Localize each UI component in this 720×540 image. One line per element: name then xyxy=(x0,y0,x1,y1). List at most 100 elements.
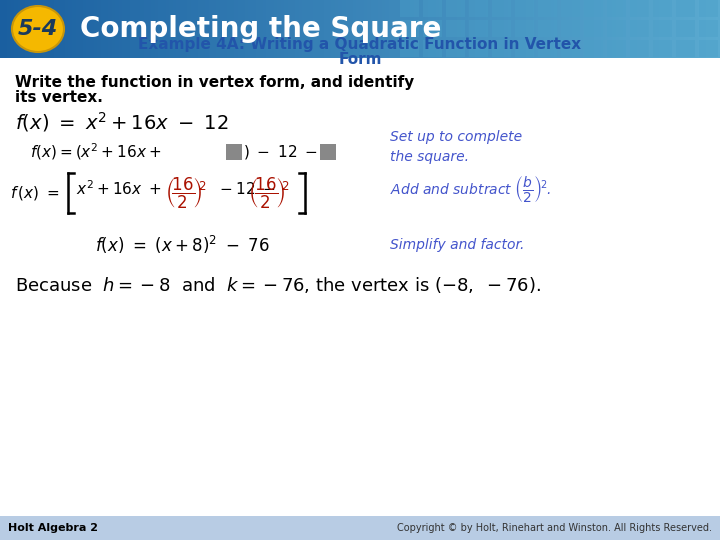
Text: Write the function in vertex form, and identify: Write the function in vertex form, and i… xyxy=(15,76,414,91)
Bar xyxy=(594,0,598,58)
Bar xyxy=(698,0,703,58)
Bar xyxy=(469,0,488,17)
Bar xyxy=(648,0,652,58)
Bar xyxy=(518,0,523,58)
Bar xyxy=(652,0,656,58)
Text: Form: Form xyxy=(338,52,382,68)
Bar xyxy=(151,0,156,58)
Bar xyxy=(364,0,368,58)
Bar xyxy=(144,0,148,58)
Bar xyxy=(212,0,217,58)
Bar xyxy=(526,0,530,58)
Bar xyxy=(436,0,440,58)
Bar xyxy=(446,40,465,57)
Bar xyxy=(425,0,429,58)
Bar xyxy=(331,0,336,58)
Bar xyxy=(245,0,249,58)
Bar xyxy=(454,0,458,58)
Bar xyxy=(187,0,192,58)
Bar xyxy=(699,20,718,37)
Bar xyxy=(101,0,105,58)
Bar xyxy=(676,40,695,57)
Bar xyxy=(446,20,465,37)
Bar xyxy=(529,0,534,58)
Bar xyxy=(385,0,390,58)
Bar xyxy=(547,0,552,58)
Bar xyxy=(94,0,98,58)
Bar xyxy=(551,0,555,58)
Bar xyxy=(202,0,206,58)
Text: Completing the Square: Completing the Square xyxy=(80,15,441,43)
Bar xyxy=(634,0,638,58)
Bar xyxy=(400,20,419,37)
Bar xyxy=(36,0,40,58)
Text: $\left(\!\dfrac{16}{2}\!\right)^{\!\!2}$: $\left(\!\dfrac{16}{2}\!\right)^{\!\!2}$ xyxy=(165,176,207,211)
Bar xyxy=(43,0,48,58)
Bar xyxy=(378,0,382,58)
Bar xyxy=(407,0,411,58)
Text: $f(x)=(x^2 + 16x + $: $f(x)=(x^2 + 16x + $ xyxy=(30,141,161,163)
Bar xyxy=(565,0,570,58)
Bar xyxy=(421,0,426,58)
Bar xyxy=(584,40,603,57)
Bar xyxy=(83,0,87,58)
Bar xyxy=(47,0,51,58)
Bar xyxy=(562,0,566,58)
Bar xyxy=(137,0,141,58)
Bar xyxy=(166,0,170,58)
Bar xyxy=(475,0,480,58)
Bar xyxy=(662,0,667,58)
Bar xyxy=(400,0,419,17)
Bar xyxy=(612,0,616,58)
Bar xyxy=(538,0,557,17)
Bar xyxy=(450,0,454,58)
Bar xyxy=(446,0,465,17)
Bar xyxy=(619,0,624,58)
Bar xyxy=(11,0,15,58)
Text: $\left(\!\dfrac{16}{2}\!\right)^{\!\!2}$: $\left(\!\dfrac{16}{2}\!\right)^{\!\!2}$ xyxy=(248,176,290,211)
Bar xyxy=(4,0,8,58)
Text: Simplify and factor.: Simplify and factor. xyxy=(390,238,524,252)
Bar xyxy=(277,0,282,58)
Bar xyxy=(561,0,580,17)
Bar xyxy=(432,0,436,58)
Bar xyxy=(580,0,584,58)
Bar xyxy=(538,40,557,57)
Bar xyxy=(209,0,213,58)
Bar xyxy=(641,0,645,58)
Bar xyxy=(320,144,336,160)
Bar xyxy=(414,0,418,58)
Bar xyxy=(184,0,188,58)
Bar xyxy=(371,0,375,58)
Bar xyxy=(295,0,300,58)
Bar xyxy=(292,0,296,58)
Ellipse shape xyxy=(12,6,64,52)
Bar xyxy=(40,0,44,58)
Bar xyxy=(72,0,76,58)
Bar xyxy=(492,0,511,17)
Bar xyxy=(191,0,195,58)
Bar xyxy=(349,0,354,58)
Bar xyxy=(684,0,688,58)
Bar xyxy=(86,0,91,58)
Bar xyxy=(576,0,580,58)
Bar xyxy=(367,0,372,58)
Bar xyxy=(691,0,696,58)
Bar xyxy=(644,0,649,58)
Bar xyxy=(605,0,609,58)
Bar xyxy=(616,0,620,58)
Bar xyxy=(428,0,433,58)
Bar xyxy=(7,0,12,58)
Bar xyxy=(400,0,404,58)
Bar xyxy=(584,20,603,37)
Bar xyxy=(306,0,310,58)
Bar xyxy=(653,20,672,37)
Bar xyxy=(676,0,695,17)
Bar xyxy=(360,0,364,58)
Bar xyxy=(234,0,238,58)
Bar xyxy=(493,0,498,58)
Bar xyxy=(241,0,246,58)
Bar xyxy=(468,0,472,58)
Text: $f(x)\ =\ (x + 8)^2\ -\ 76$: $f(x)\ =\ (x + 8)^2\ -\ 76$ xyxy=(95,234,270,256)
Bar xyxy=(284,0,289,58)
